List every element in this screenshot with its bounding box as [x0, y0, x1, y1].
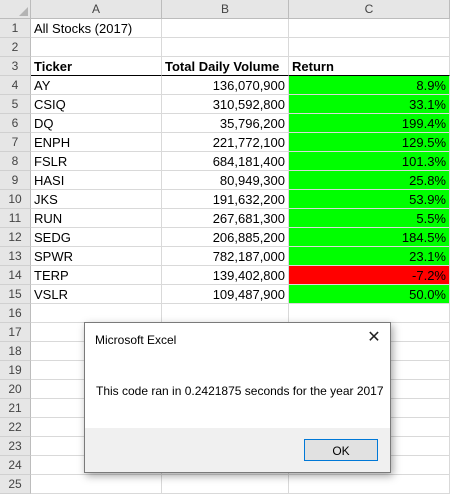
- ticker-cell[interactable]: ENPH: [31, 133, 162, 152]
- column-header-a[interactable]: A: [31, 0, 162, 19]
- column-header-c[interactable]: C: [289, 0, 450, 19]
- row-header[interactable]: 19: [0, 361, 31, 380]
- header-return[interactable]: Return: [289, 57, 450, 76]
- ticker-cell[interactable]: HASI: [31, 171, 162, 190]
- cell[interactable]: [289, 456, 450, 475]
- row-header[interactable]: 25: [0, 475, 31, 494]
- row-header[interactable]: 12: [0, 228, 31, 247]
- volume-cell[interactable]: 684,181,400: [162, 152, 289, 171]
- cell[interactable]: [289, 304, 450, 323]
- return-cell[interactable]: 199.4%: [289, 114, 450, 133]
- volume-cell[interactable]: 206,885,200: [162, 228, 289, 247]
- return-cell[interactable]: 33.1%: [289, 95, 450, 114]
- ticker-cell[interactable]: SEDG: [31, 228, 162, 247]
- return-cell[interactable]: 23.1%: [289, 247, 450, 266]
- title-cell[interactable]: All Stocks (2017): [31, 19, 162, 38]
- row-header[interactable]: 24: [0, 456, 31, 475]
- row-header[interactable]: 7: [0, 133, 31, 152]
- row-header[interactable]: 1: [0, 19, 31, 38]
- header-ticker[interactable]: Ticker: [31, 57, 162, 76]
- row-header[interactable]: 21: [0, 399, 31, 418]
- return-cell[interactable]: 25.8%: [289, 171, 450, 190]
- return-cell[interactable]: 8.9%: [289, 76, 450, 95]
- select-all-corner[interactable]: [0, 0, 31, 19]
- return-cell[interactable]: -7.2%: [289, 266, 450, 285]
- cell[interactable]: [162, 38, 289, 57]
- volume-cell[interactable]: 267,681,300: [162, 209, 289, 228]
- volume-cell[interactable]: 139,402,800: [162, 266, 289, 285]
- close-icon[interactable]: ✕: [367, 329, 381, 346]
- ticker-cell[interactable]: AY: [31, 76, 162, 95]
- volume-cell[interactable]: 310,592,800: [162, 95, 289, 114]
- volume-cell[interactable]: 35,796,200: [162, 114, 289, 133]
- ok-button[interactable]: OK: [304, 439, 378, 461]
- row-header[interactable]: 17: [0, 323, 31, 342]
- cell[interactable]: [289, 38, 450, 57]
- return-cell[interactable]: 50.0%: [289, 285, 450, 304]
- row-header[interactable]: 4: [0, 76, 31, 95]
- row-header[interactable]: 3: [0, 57, 31, 76]
- return-cell[interactable]: 129.5%: [289, 133, 450, 152]
- ticker-cell[interactable]: SPWR: [31, 247, 162, 266]
- row-header[interactable]: 23: [0, 437, 31, 456]
- volume-cell[interactable]: 221,772,100: [162, 133, 289, 152]
- dialog-footer: OK: [85, 428, 390, 472]
- cell[interactable]: [162, 475, 289, 494]
- cell[interactable]: [31, 475, 162, 494]
- volume-cell[interactable]: 136,070,900: [162, 76, 289, 95]
- row-header[interactable]: 10: [0, 190, 31, 209]
- return-cell[interactable]: 101.3%: [289, 152, 450, 171]
- row-header[interactable]: 11: [0, 209, 31, 228]
- row-header[interactable]: 15: [0, 285, 31, 304]
- column-header-b[interactable]: B: [162, 0, 289, 19]
- row-header[interactable]: 18: [0, 342, 31, 361]
- row-header[interactable]: 16: [0, 304, 31, 323]
- volume-cell[interactable]: 109,487,900: [162, 285, 289, 304]
- ticker-cell[interactable]: DQ: [31, 114, 162, 133]
- row-header[interactable]: 6: [0, 114, 31, 133]
- cell[interactable]: [289, 19, 450, 38]
- ticker-cell[interactable]: RUN: [31, 209, 162, 228]
- row-header[interactable]: 2: [0, 38, 31, 57]
- row-header[interactable]: 13: [0, 247, 31, 266]
- row-header[interactable]: 5: [0, 95, 31, 114]
- volume-cell[interactable]: 80,949,300: [162, 171, 289, 190]
- header-volume[interactable]: Total Daily Volume: [162, 57, 289, 76]
- return-cell[interactable]: 5.5%: [289, 209, 450, 228]
- return-cell[interactable]: 184.5%: [289, 228, 450, 247]
- ticker-cell[interactable]: VSLR: [31, 285, 162, 304]
- row-header[interactable]: 22: [0, 418, 31, 437]
- volume-cell[interactable]: 191,632,200: [162, 190, 289, 209]
- message-dialog: Microsoft Excel ✕ This code ran in 0.242…: [84, 322, 391, 473]
- volume-cell[interactable]: 782,187,000: [162, 247, 289, 266]
- cell[interactable]: [162, 19, 289, 38]
- ticker-cell[interactable]: JKS: [31, 190, 162, 209]
- row-header[interactable]: 14: [0, 266, 31, 285]
- cell[interactable]: [162, 304, 289, 323]
- cell[interactable]: [289, 475, 450, 494]
- return-cell[interactable]: 53.9%: [289, 190, 450, 209]
- row-header[interactable]: 20: [0, 380, 31, 399]
- cell[interactable]: [31, 304, 162, 323]
- row-header[interactable]: 8: [0, 152, 31, 171]
- ticker-cell[interactable]: FSLR: [31, 152, 162, 171]
- dialog-message: This code ran in 0.2421875 seconds for t…: [96, 384, 384, 398]
- ticker-cell[interactable]: CSIQ: [31, 95, 162, 114]
- cell[interactable]: [31, 38, 162, 57]
- row-header[interactable]: 9: [0, 171, 31, 190]
- ticker-cell[interactable]: TERP: [31, 266, 162, 285]
- dialog-title: Microsoft Excel: [95, 333, 177, 347]
